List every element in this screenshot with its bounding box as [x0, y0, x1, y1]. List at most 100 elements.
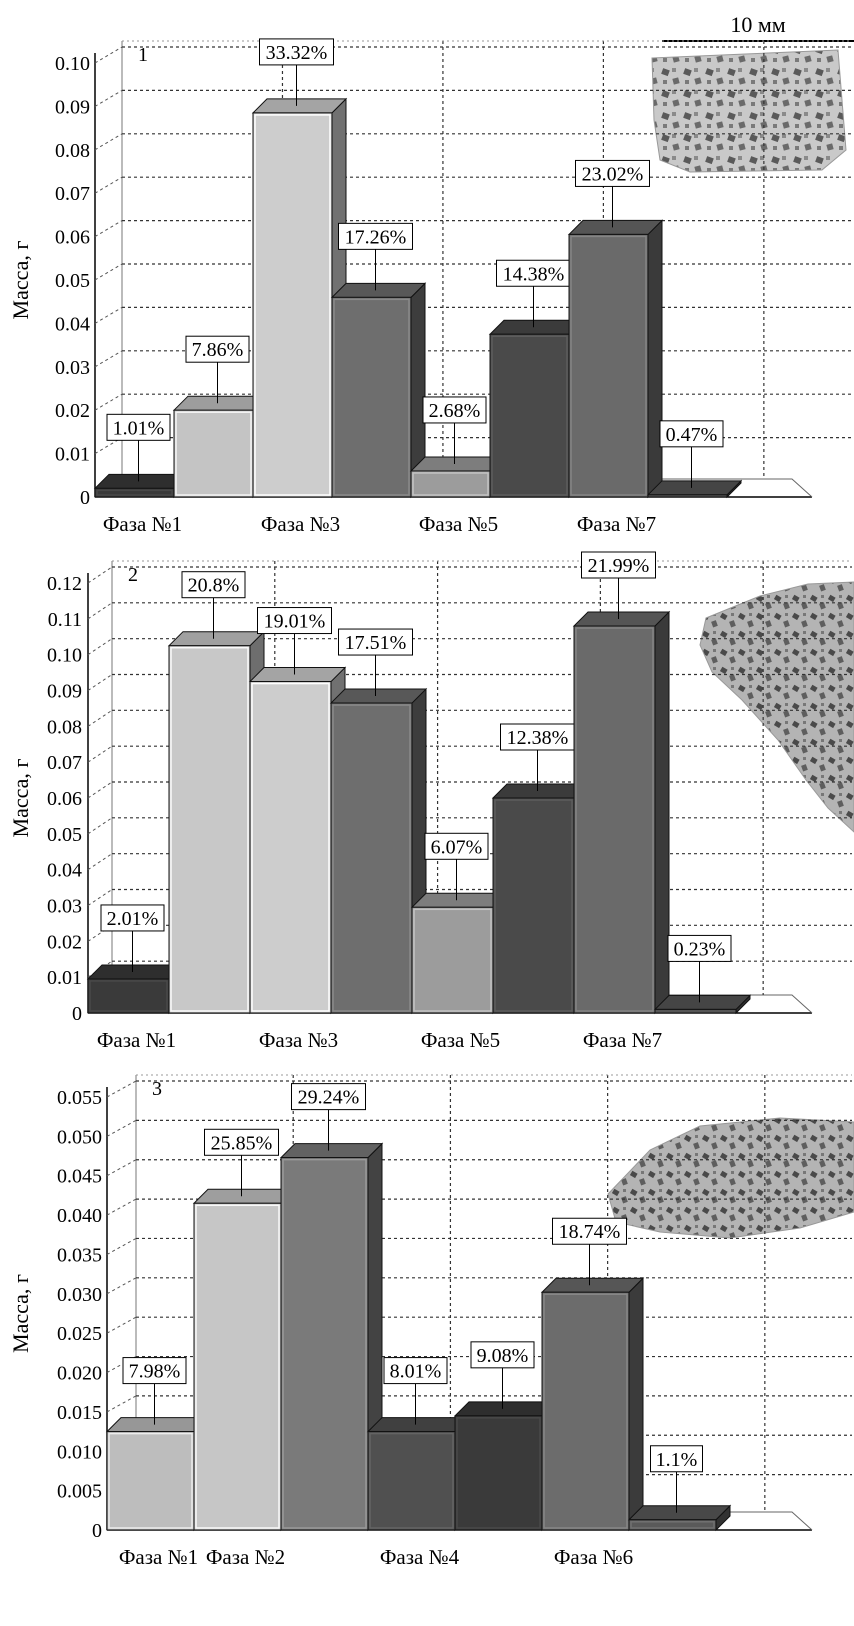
y-tick-label: 0.040 [57, 1205, 102, 1227]
y-tick-label: 0.010 [57, 1441, 102, 1463]
data-label-box [424, 832, 489, 860]
data-label: 17.51% [345, 632, 407, 654]
gridline-diagonal [106, 1316, 137, 1334]
y-tick-label: 0.04 [47, 860, 82, 882]
y-tick-label: 0.025 [57, 1323, 102, 1345]
panel-label: 3 [152, 1078, 162, 1100]
chart-panel-3: 0 0.005 0.010 0.015 0.020 0.025 0.030 0.035 0.04… [8, 1074, 852, 1569]
rock-sample-photo-1 [651, 49, 847, 173]
y-tick-label: 0.09 [47, 681, 82, 703]
y-tick-label: 0.01 [47, 967, 82, 989]
data-label-box [470, 1341, 535, 1369]
data-label-box [338, 222, 413, 250]
x-tick-label: Фаза №5 [419, 512, 498, 536]
data-label: 29.24% [298, 1087, 360, 1109]
y-tick-label: 0.030 [57, 1284, 102, 1306]
bar [653, 994, 752, 1015]
x-tick-label: Фаза №1 [103, 512, 182, 536]
gridline-diagonal [87, 781, 113, 799]
data-label: 33.32% [266, 42, 328, 64]
y-tick-label: 0.07 [55, 183, 90, 205]
x-tick-label: Фаза №4 [380, 1545, 460, 1569]
panel-label: 1 [138, 44, 148, 66]
gridline-diagonal [106, 1277, 137, 1295]
gridline-diagonal [94, 46, 123, 64]
y-tick-label: 0.10 [47, 645, 82, 667]
rock-sample-photo-2 [699, 581, 854, 833]
y-tick-label: 0.12 [47, 573, 82, 595]
gridline-diagonal [94, 133, 123, 151]
y-tick-label: 0.05 [47, 824, 82, 846]
bar [192, 1188, 297, 1532]
x-tick-label: Фаза №1 [97, 1028, 176, 1052]
data-label: 2.68% [429, 400, 481, 422]
bar [172, 394, 269, 499]
data-label: 14.38% [503, 263, 565, 285]
bar [453, 1400, 558, 1532]
x-tick-label: Фаза №5 [421, 1028, 500, 1052]
data-label-box [257, 607, 332, 635]
data-label-box [383, 1357, 448, 1385]
gridline-diagonal [87, 638, 113, 656]
data-label-box [122, 1357, 187, 1385]
y-tick-label: 0 [92, 1520, 102, 1542]
data-label-box [667, 934, 732, 962]
scale-bar: 10 мм [662, 12, 854, 42]
gridline-diagonal [87, 709, 113, 727]
y-tick-label: 0.07 [47, 752, 82, 774]
rock-sample-photo-3 [607, 1117, 854, 1239]
gridline-diagonal [106, 1395, 137, 1413]
data-label-box [204, 1128, 279, 1156]
y-tick-label: 0.055 [57, 1087, 102, 1109]
data-label: 21.99% [588, 555, 650, 577]
x-tick-label: Фаза №7 [577, 512, 656, 536]
bar [366, 1416, 471, 1532]
bar [540, 1277, 645, 1532]
gridline-diagonal [94, 263, 123, 281]
y-tick-label: 0.08 [47, 716, 82, 738]
gridline-diagonal [106, 1198, 137, 1216]
gridline-diagonal [87, 566, 113, 584]
gridline-diagonal [106, 1238, 137, 1255]
data-label: 7.98% [129, 1361, 181, 1383]
data-label: 19.01% [264, 611, 326, 633]
data-label: 8.01% [390, 1361, 442, 1383]
y-tick-label: 0.045 [57, 1166, 102, 1188]
chart-panel-2: 0 0.01 0.02 0.03 0.04 0.05 0.06 0.07 0.08 0.09 0.1… [8, 551, 852, 1052]
y-tick-label: 0 [80, 487, 90, 509]
data-label-box [185, 335, 250, 363]
bar [572, 610, 671, 1015]
bar [279, 1142, 384, 1532]
y-tick-label: 0.10 [55, 53, 90, 75]
data-label-box [552, 1217, 627, 1245]
x-tick-label: Фаза №3 [261, 512, 340, 536]
data-label: 7.86% [192, 339, 244, 361]
gridline-diagonal [87, 674, 113, 691]
data-label: 9.08% [477, 1345, 529, 1367]
y-tick-label: 0.005 [57, 1481, 102, 1503]
y-axis-label: Масса, г [8, 241, 33, 320]
x-tick-label: Фаза №3 [259, 1028, 338, 1052]
gridline-diagonal [87, 745, 113, 763]
data-label: 12.38% [507, 727, 569, 749]
data-label-box [581, 551, 656, 579]
y-tick-label: 0.015 [57, 1402, 102, 1424]
y-tick-label: 0.06 [47, 788, 82, 810]
data-label: 18.74% [559, 1221, 621, 1243]
bar [409, 455, 506, 499]
data-label-box [422, 396, 487, 424]
gridline-diagonal [94, 350, 123, 368]
y-tick-label: 0.020 [57, 1363, 102, 1385]
data-label-box [181, 571, 246, 599]
data-label: 2.01% [107, 908, 159, 930]
y-tick-label: 0.050 [57, 1126, 102, 1148]
x-tick-label: Фаза №7 [583, 1028, 662, 1052]
data-label: 1.1% [656, 1449, 698, 1471]
data-label-box [291, 1083, 366, 1111]
x-tick-label: Фаза №1 [119, 1545, 198, 1569]
y-tick-label: 0.02 [55, 400, 90, 422]
data-label-box [496, 259, 571, 287]
gridline-diagonal [94, 89, 123, 107]
gridline-diagonal [87, 602, 113, 620]
